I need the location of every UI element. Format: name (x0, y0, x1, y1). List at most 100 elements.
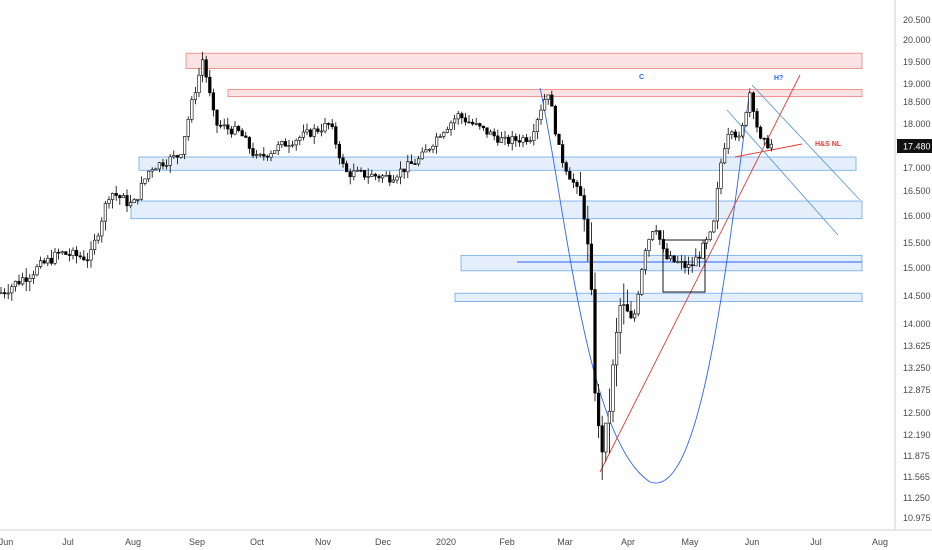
candle-down (175, 155, 180, 158)
candle-up (129, 202, 133, 207)
candle-down (517, 140, 521, 143)
candle-down (308, 129, 313, 137)
candle-up (694, 256, 698, 267)
candle-up (154, 168, 158, 171)
candle-up (6, 292, 10, 295)
candle-up (352, 170, 356, 177)
candle-up (280, 141, 284, 146)
channel-lower (726, 109, 839, 236)
candle-up (510, 136, 514, 144)
candle-up (532, 131, 536, 141)
candle-up (406, 161, 410, 173)
candle-up (31, 274, 35, 279)
candle-down (388, 174, 392, 183)
y-tick-label: 10.975 (903, 513, 931, 523)
candle-down (85, 259, 89, 262)
candle-up (301, 131, 306, 138)
candle-up (704, 239, 709, 244)
candle-down (467, 121, 471, 124)
candle-up (157, 162, 162, 170)
candle-up (744, 112, 748, 126)
candle-down (215, 109, 219, 126)
candle-up (290, 144, 295, 147)
candle-down (758, 126, 763, 139)
candle-down (377, 175, 381, 179)
y-tick-label: 20.500 (903, 15, 931, 25)
candle-down (496, 135, 500, 143)
y-tick-label: 13.250 (903, 363, 931, 373)
candle-down (330, 123, 334, 128)
candles-layer (0, 52, 773, 481)
candle-down (240, 130, 244, 137)
candle-up (136, 198, 140, 201)
candle-up (398, 168, 403, 178)
x-tick-label: Feb (499, 537, 515, 547)
candle-up (438, 136, 442, 138)
candle-up (607, 410, 611, 424)
candle-down (460, 113, 464, 119)
candle-down (208, 76, 212, 94)
candle-up (726, 134, 730, 149)
candle-up (740, 125, 745, 137)
candle-down (334, 126, 338, 145)
y-tick-label: 11.875 (903, 451, 930, 461)
y-tick-label: 18.000 (903, 119, 931, 129)
y-tick-label: 19.000 (903, 79, 931, 89)
candle-up (89, 249, 93, 261)
candle-down (373, 173, 378, 177)
candle-up (272, 150, 277, 154)
y-tick-label: 12.500 (903, 408, 931, 418)
candle-down (690, 264, 694, 267)
resistance-zone (227, 89, 863, 98)
candle-down (575, 182, 579, 187)
candle-down (596, 392, 601, 427)
candle-up (654, 230, 658, 232)
y-tick-label: 14.000 (903, 319, 931, 329)
y-tick-label: 11.565 (903, 472, 930, 482)
candle-up (535, 119, 539, 132)
candle-up (474, 123, 478, 125)
candle-up (38, 260, 43, 267)
candle-down (586, 218, 590, 245)
candle-up (35, 266, 39, 276)
candle-up (186, 118, 190, 137)
candle-up (60, 251, 64, 254)
candle-up (111, 193, 115, 200)
candle-up (147, 170, 151, 180)
candle-up (611, 364, 615, 412)
candle-up (287, 145, 291, 147)
candle-down (402, 168, 406, 173)
candle-up (452, 118, 457, 124)
candle-down (478, 123, 482, 127)
x-tick-label: May (681, 537, 699, 547)
candle-down (514, 136, 518, 141)
candle-up (636, 293, 640, 315)
candle-up (380, 175, 385, 179)
candle-down (492, 131, 496, 137)
candle-up (183, 136, 187, 155)
drawing-layer (517, 74, 862, 484)
x-tick-label: Aug (125, 537, 141, 547)
candle-down (161, 162, 165, 167)
y-tick-label: 17.000 (903, 163, 931, 173)
x-tick-label: Apr (621, 537, 635, 547)
candle-up (622, 304, 626, 306)
candle-down (341, 157, 345, 164)
candle-down (672, 255, 676, 263)
consolidation-box (662, 239, 706, 293)
candle-up (769, 143, 773, 149)
candle-up (686, 264, 691, 268)
candle-down (283, 141, 288, 147)
candle-down (247, 137, 252, 149)
y-axis: 20.50020.00019.50019.00018.50018.00017.5… (894, 0, 932, 530)
current-price-label: 17.480 (903, 142, 931, 152)
candle-down (344, 163, 349, 172)
candle-up (676, 261, 680, 263)
candle-up (269, 153, 273, 158)
candle-up (420, 151, 424, 160)
candle-down (665, 248, 669, 260)
x-tick-label: Jul (810, 537, 822, 547)
candle-down (683, 261, 687, 268)
x-tick-label: Mar (557, 537, 573, 547)
